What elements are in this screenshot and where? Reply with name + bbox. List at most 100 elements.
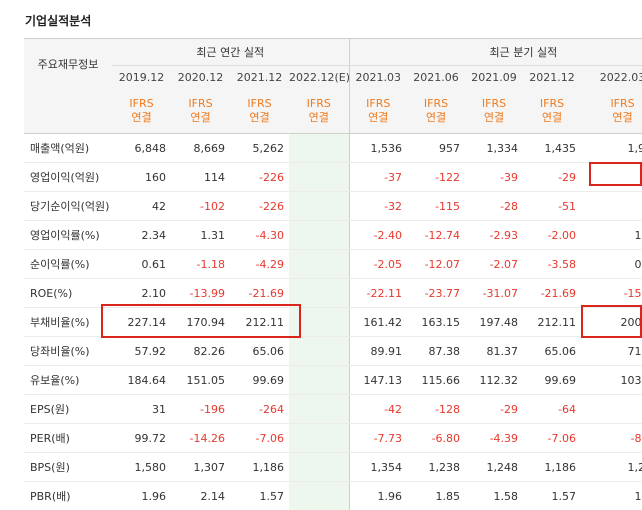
table-cell: 1,435	[523, 134, 581, 163]
table-cell: -32	[349, 192, 407, 221]
table-cell: 161.42	[349, 308, 407, 337]
table-row: EPS(원)31-196-264-42-128-29-6419	[24, 395, 642, 424]
period-header: 2021.12	[230, 66, 289, 90]
table-cell: -226	[230, 192, 289, 221]
table-cell: 19	[581, 192, 642, 221]
row-label: PBR(배)	[24, 482, 112, 510]
table-cell	[289, 482, 349, 510]
table-cell: -226	[230, 163, 289, 192]
table-cell: 0.95	[581, 250, 642, 279]
table-cell: -51	[523, 192, 581, 221]
ifrs-bottom-text: 연결	[484, 111, 504, 124]
row-label: EPS(원)	[24, 395, 112, 424]
table-cell: -2.40	[349, 221, 407, 250]
ifrs-top-text: IFRS	[366, 97, 390, 110]
table-cell: -42	[349, 395, 407, 424]
table-cell: 82.26	[171, 337, 230, 366]
table-cell: 212.11	[523, 308, 581, 337]
table-cell: 1,248	[465, 453, 523, 482]
table-cell: 227.14	[112, 308, 171, 337]
table-cell: 170.94	[171, 308, 230, 337]
table-cell: 114	[171, 163, 230, 192]
table-cell: -102	[171, 192, 230, 221]
table-cell: -21.69	[230, 279, 289, 308]
table-cell: 115.66	[407, 366, 465, 395]
table-cell: 197.48	[465, 308, 523, 337]
table-cell	[289, 395, 349, 424]
table-cell: -2.00	[523, 221, 581, 250]
row-label: 부채비율(%)	[24, 308, 112, 337]
table-cell	[289, 337, 349, 366]
table-cell: 31	[112, 395, 171, 424]
ifrs-bottom-text: 연결	[542, 111, 562, 124]
ifrs-bottom-text: 연결	[426, 111, 446, 124]
period-header: 2021.12	[523, 66, 581, 90]
table-cell: 147.13	[349, 366, 407, 395]
table-cell: -6.80	[407, 424, 465, 453]
table-cell: 87.38	[407, 337, 465, 366]
period-header: 2021.06	[407, 66, 465, 90]
table-cell: -264	[230, 395, 289, 424]
row-label: 매출액(억원)	[24, 134, 112, 163]
table-cell: 6,848	[112, 134, 171, 163]
table-cell: 99.69	[230, 366, 289, 395]
table-cell: -2.07	[465, 250, 523, 279]
table-cell: 1.57	[523, 482, 581, 510]
table-cell: -4.29	[230, 250, 289, 279]
period-header: 2021.03	[349, 66, 407, 90]
table-cell: 112.32	[465, 366, 523, 395]
ifrs-top-text: IFRS	[129, 97, 153, 110]
table-row: ROE(%)2.10-13.99-21.69-22.11-23.77-31.07…	[24, 279, 642, 308]
table-cell: 1,944	[581, 134, 642, 163]
table-cell: -2.05	[349, 250, 407, 279]
table-cell: 1,536	[349, 134, 407, 163]
table-cell: 1,580	[112, 453, 171, 482]
table-cell: -23.77	[407, 279, 465, 308]
table-cell	[289, 279, 349, 308]
table-cell	[289, 221, 349, 250]
table-cell: 163.15	[407, 308, 465, 337]
table-cell: 1,238	[407, 453, 465, 482]
table-row: PER(배)99.72-14.26-7.06-7.73-6.80-4.39-7.…	[24, 424, 642, 453]
table-cell	[289, 250, 349, 279]
table-cell: -196	[171, 395, 230, 424]
table-row: PBR(배)1.962.141.571.961.851.581.571.45	[24, 482, 642, 510]
table-cell: 1.96	[112, 482, 171, 510]
table-cell: -7.73	[349, 424, 407, 453]
table-cell: 71.81	[581, 337, 642, 366]
table-cell: -8.87	[581, 424, 642, 453]
table-cell: 2.14	[171, 482, 230, 510]
table-cell: -31.07	[465, 279, 523, 308]
row-label: 당좌비율(%)	[24, 337, 112, 366]
table-cell: -39	[465, 163, 523, 192]
ifrs-top-text: IFRS	[247, 97, 271, 110]
table-cell: 0.61	[112, 250, 171, 279]
ifrs-bottom-text: 연결	[131, 111, 151, 124]
table-cell: -21.69	[523, 279, 581, 308]
table-cell: -115	[407, 192, 465, 221]
table-cell: 200.45	[581, 308, 642, 337]
table-cell: 151.05	[171, 366, 230, 395]
row-label: PER(배)	[24, 424, 112, 453]
ifrs-top-text: IFRS	[540, 97, 564, 110]
table-cell	[289, 134, 349, 163]
table-cell: 65.06	[523, 337, 581, 366]
table-cell: -1.18	[171, 250, 230, 279]
ifrs-row-spacer	[24, 89, 112, 134]
table-cell: -122	[407, 163, 465, 192]
ifrs-bottom-text: 연결	[612, 111, 632, 124]
table-cell: -13.99	[171, 279, 230, 308]
row-label-header: 주요재무정보	[24, 39, 112, 90]
table-cell: -12.74	[407, 221, 465, 250]
table-cell: 2.34	[112, 221, 171, 250]
table-cell: 1,186	[230, 453, 289, 482]
